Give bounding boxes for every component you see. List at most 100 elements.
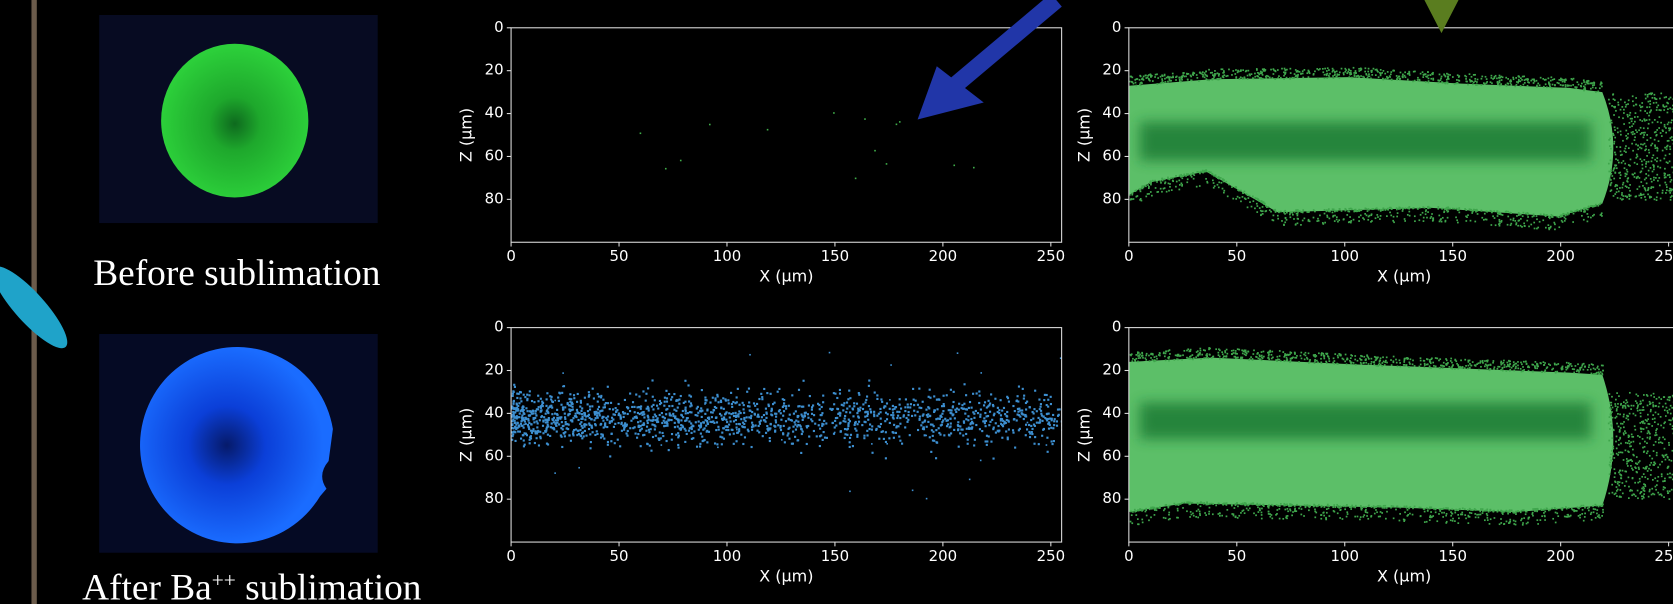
speckle (1494, 366, 1496, 368)
speckle (839, 389, 841, 391)
speckle (841, 404, 843, 406)
speckle (1384, 73, 1386, 75)
speckle (1521, 371, 1523, 373)
speckle (517, 427, 519, 429)
speckle (1207, 503, 1209, 505)
speckle (791, 394, 793, 396)
speckle (778, 388, 780, 390)
speckle (1041, 420, 1043, 422)
speckle (1277, 218, 1279, 220)
speckle (1357, 75, 1359, 77)
speckle (1593, 373, 1595, 375)
speckle (1386, 215, 1388, 217)
speckle (846, 434, 848, 436)
speckle (542, 432, 544, 434)
speckle (593, 419, 595, 421)
speckle (603, 426, 605, 428)
speckle (1237, 196, 1239, 198)
speckle (994, 398, 996, 400)
speckle (1326, 508, 1328, 510)
speckle (1640, 171, 1642, 173)
speckle (1279, 359, 1281, 361)
speckle (1176, 517, 1178, 519)
speckle (1261, 351, 1263, 353)
speckle (733, 443, 735, 445)
speckle (1631, 125, 1633, 127)
speckle (844, 415, 846, 417)
speckle (1667, 123, 1669, 125)
speckle (797, 415, 799, 417)
speckle (1174, 359, 1176, 361)
speckle (585, 435, 587, 437)
speckle (596, 415, 598, 417)
speckle (610, 433, 612, 435)
speckle (1623, 123, 1625, 125)
speckle (1276, 509, 1278, 511)
x-tick-label: 250 (1654, 247, 1673, 265)
speckle (1650, 178, 1652, 180)
speckle (1614, 152, 1616, 154)
speckle (1467, 522, 1469, 524)
speckle (602, 420, 604, 422)
speckle (1371, 515, 1373, 517)
speckle (909, 406, 911, 408)
speckle (665, 168, 667, 170)
speckle (1667, 162, 1669, 164)
speckle (1471, 512, 1473, 514)
speckle (1621, 187, 1623, 189)
speckle (1282, 351, 1284, 353)
x-tick-label: 0 (1124, 247, 1134, 265)
speckle (853, 402, 855, 404)
speckle (545, 421, 547, 423)
speckle (1510, 212, 1512, 214)
x-tick-label: 50 (1227, 247, 1246, 265)
speckle (884, 405, 886, 407)
speckle (1139, 79, 1141, 81)
speckle (1506, 210, 1508, 212)
speckle (523, 412, 525, 414)
speckle (1154, 509, 1156, 511)
speckle (1275, 211, 1277, 213)
speckle (1654, 198, 1656, 200)
speckle (1258, 358, 1260, 360)
speckle (1643, 194, 1645, 196)
speckle (1481, 78, 1483, 80)
speckle (1030, 419, 1032, 421)
speckle (829, 408, 831, 410)
speckle (1286, 69, 1288, 71)
speckle (816, 435, 818, 437)
speckle (1474, 364, 1476, 366)
speckle (1632, 173, 1634, 175)
speckle (1017, 414, 1019, 416)
speckle (1588, 507, 1590, 509)
speckle (844, 437, 846, 439)
speckle (536, 426, 538, 428)
speckle (1654, 97, 1656, 99)
speckle (1446, 513, 1448, 515)
speckle (1590, 205, 1592, 207)
speckle (1561, 220, 1563, 222)
speckle (783, 402, 785, 404)
speckle (1441, 221, 1443, 223)
speckle (677, 407, 679, 409)
speckle (1380, 357, 1382, 359)
speckle (1377, 365, 1379, 367)
speckle (1639, 158, 1641, 160)
speckle (1139, 199, 1141, 201)
speckle (731, 406, 733, 408)
speckle (677, 426, 679, 428)
speckle (966, 408, 968, 410)
speckle (925, 435, 927, 437)
speckle (1294, 509, 1296, 511)
speckle (1262, 213, 1264, 215)
speckle (1512, 77, 1514, 79)
speckle (512, 395, 514, 397)
speckle (580, 418, 582, 420)
speckle (1222, 503, 1224, 505)
speckle (1624, 150, 1626, 152)
speckle (1185, 175, 1187, 177)
speckle (1549, 86, 1551, 88)
speckle (1300, 355, 1302, 357)
speckle (1635, 97, 1637, 99)
speckle (614, 423, 616, 425)
